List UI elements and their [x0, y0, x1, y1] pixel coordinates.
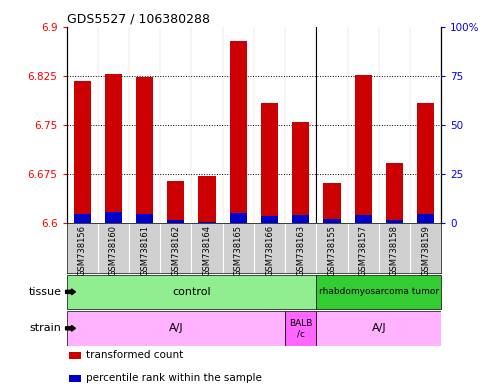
Bar [323, 219, 341, 223]
Bar [199, 222, 215, 223]
Bar [105, 212, 122, 223]
Bar [417, 103, 434, 223]
Bar [261, 215, 278, 223]
Text: GSM738164: GSM738164 [203, 225, 211, 276]
Text: control: control [172, 287, 211, 297]
Bar [199, 176, 215, 223]
Bar [167, 181, 184, 223]
Text: GSM738160: GSM738160 [109, 225, 118, 276]
Text: GSM738156: GSM738156 [78, 225, 87, 276]
Text: BALB
/c: BALB /c [289, 319, 313, 338]
Bar [354, 75, 372, 223]
Bar [67, 311, 285, 346]
Text: GSM738161: GSM738161 [140, 225, 149, 276]
Bar [292, 215, 309, 223]
Text: GSM738165: GSM738165 [234, 225, 243, 276]
Text: transformed count: transformed count [86, 350, 183, 360]
Text: strain: strain [30, 323, 62, 333]
Text: GSM738157: GSM738157 [359, 225, 368, 276]
Bar [354, 215, 372, 223]
Bar [285, 311, 317, 346]
Bar [136, 214, 153, 223]
Bar [292, 122, 309, 223]
Bar [167, 220, 184, 223]
Bar [67, 275, 317, 309]
Text: GSM738159: GSM738159 [421, 225, 430, 276]
Bar [73, 214, 91, 223]
Text: percentile rank within the sample: percentile rank within the sample [86, 373, 262, 383]
Bar [69, 375, 81, 382]
Bar [386, 220, 403, 223]
Text: GSM738155: GSM738155 [327, 225, 336, 276]
Bar [317, 311, 441, 346]
Bar [317, 275, 441, 309]
Text: GSM738162: GSM738162 [172, 225, 180, 276]
Text: GDS5527 / 106380288: GDS5527 / 106380288 [67, 13, 210, 26]
Bar [105, 74, 122, 223]
Bar [230, 41, 247, 223]
Bar [69, 352, 81, 359]
Text: GSM738166: GSM738166 [265, 225, 274, 276]
Text: A/J: A/J [169, 323, 183, 333]
Bar [417, 214, 434, 223]
Bar [386, 163, 403, 223]
Text: GSM738163: GSM738163 [296, 225, 305, 276]
Bar [136, 77, 153, 223]
Text: rhabdomyosarcoma tumor: rhabdomyosarcoma tumor [319, 287, 439, 296]
Text: GSM738158: GSM738158 [390, 225, 399, 276]
Text: tissue: tissue [29, 287, 62, 297]
Bar [230, 213, 247, 223]
Bar [261, 103, 278, 223]
Bar [73, 81, 91, 223]
Bar [323, 183, 341, 223]
Text: A/J: A/J [372, 323, 386, 333]
